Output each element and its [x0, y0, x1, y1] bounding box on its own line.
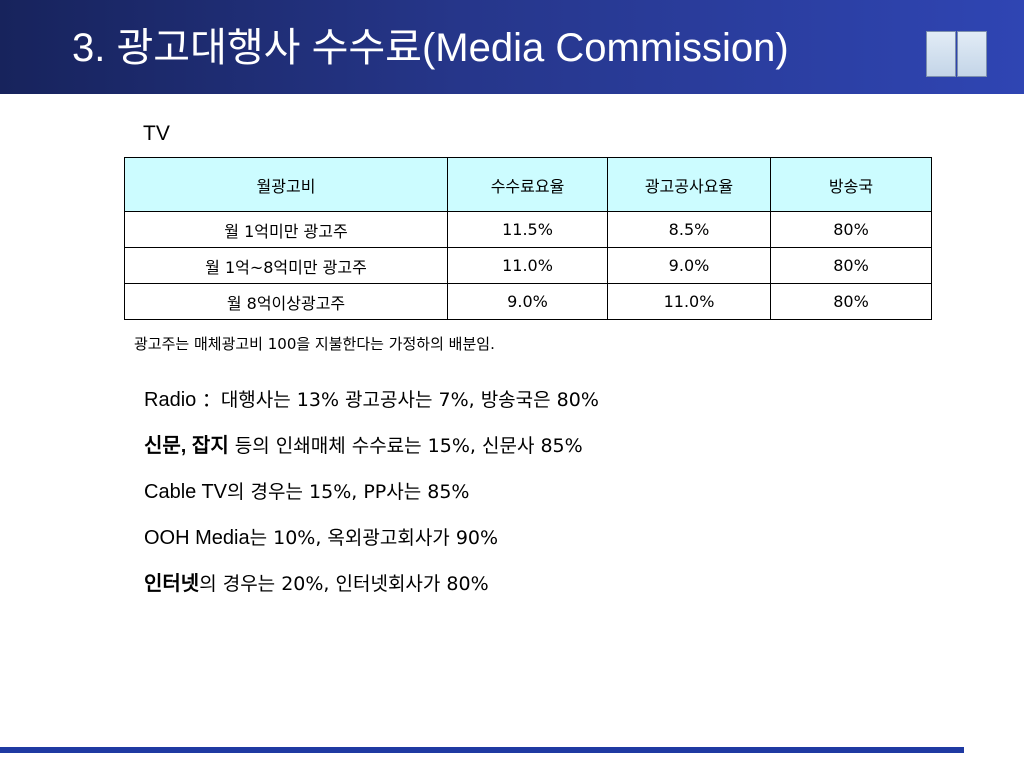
list-item-lead: Cable TV — [144, 481, 228, 503]
list-item-text: 의 경우는 15%, PP사는 85% — [227, 481, 470, 503]
table-cell: 80% — [770, 283, 932, 320]
list-item-text: ：대행사는 13% 광고공사는 7%, 방송국은 80% — [201, 389, 599, 411]
table-cell: 8.5% — [607, 211, 771, 248]
footer-divider — [0, 747, 964, 753]
table-cell: 11.0% — [447, 247, 608, 284]
column-header: 월광고비 — [124, 157, 448, 212]
table-cell: 월 8억이상광고주 — [124, 283, 448, 320]
table-cell: 11.5% — [447, 211, 608, 248]
table-cell: 9.0% — [447, 283, 608, 320]
table-cell: 월 1억미만 광고주 — [124, 211, 448, 248]
list-item-text: 등의 인쇄매체 수수료는 15%, 신문사 85% — [228, 435, 583, 457]
decorative-square — [926, 31, 956, 77]
decorative-squares — [926, 31, 988, 77]
section-label-tv: TV — [143, 122, 170, 145]
decorative-square — [957, 31, 987, 77]
table-cell: 월 1억~8억미만 광고주 — [124, 247, 448, 284]
table-footnote: 광고주는 매체광고비 100을 지불한다는 가정하의 배분임. — [134, 335, 495, 353]
table-cell: 80% — [770, 247, 932, 284]
table-cell: 11.0% — [607, 283, 771, 320]
list-item-text: 는 10%, 옥외광고회사가 90% — [249, 527, 499, 549]
title-bar: 3. 광고대행사 수수료(Media Commission) — [0, 0, 1024, 94]
table-cell: 80% — [770, 211, 932, 248]
table-row: 월 8억이상광고주 9.0% 11.0% 80% — [124, 283, 932, 320]
list-item-text: 의 경우는 20%, 인터넷회사가 80% — [199, 573, 489, 595]
list-item-lead: OOH Media — [144, 527, 250, 549]
column-header: 방송국 — [770, 157, 932, 212]
commission-table: 월광고비 수수료요율 광고공사요율 방송국 월 1억미만 광고주 11.5% 8… — [124, 157, 932, 320]
list-item: Radio ：대행사는 13% 광고공사는 7%, 방송국은 80% — [144, 386, 599, 432]
list-item: 인터넷의 경우는 20%, 인터넷회사가 80% — [144, 570, 599, 616]
column-header: 수수료요율 — [447, 157, 608, 212]
commission-list: Radio ：대행사는 13% 광고공사는 7%, 방송국은 80% 신문, 잡… — [144, 386, 599, 616]
column-header: 광고공사요율 — [607, 157, 771, 212]
table-row: 월 1억미만 광고주 11.5% 8.5% 80% — [124, 211, 932, 248]
table-row: 월 1억~8억미만 광고주 11.0% 9.0% 80% — [124, 247, 932, 284]
list-item-lead: 신문, 잡지 — [144, 435, 229, 457]
table-cell: 9.0% — [607, 247, 771, 284]
list-item: Cable TV의 경우는 15%, PP사는 85% — [144, 478, 599, 524]
list-item: 신문, 잡지 등의 인쇄매체 수수료는 15%, 신문사 85% — [144, 432, 599, 478]
list-item-lead: 인터넷 — [144, 573, 200, 595]
list-item: OOH Media는 10%, 옥외광고회사가 90% — [144, 524, 599, 570]
table-header-row: 월광고비 수수료요율 광고공사요율 방송국 — [124, 157, 932, 212]
slide-title: 3. 광고대행사 수수료(Media Commission) — [72, 26, 789, 70]
list-item-lead: Radio — [144, 389, 202, 411]
